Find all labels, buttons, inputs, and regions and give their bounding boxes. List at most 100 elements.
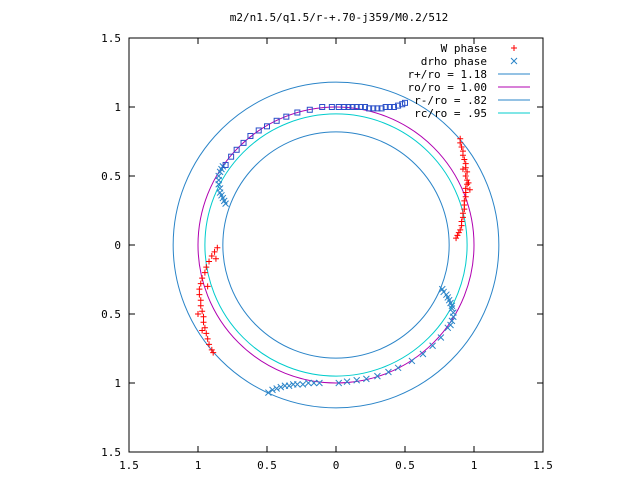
drho-phase-point [448,305,456,312]
square-point [264,123,270,130]
y-tick-label: 1 [114,101,121,114]
w-phase-point [462,173,469,179]
w-phase-point [453,235,460,242]
y-tick-label: 0 [114,239,121,252]
square-point [370,105,377,112]
w-phase-point [464,177,471,184]
drho-phase-point [335,379,343,387]
square-point [335,104,342,110]
w-phase-point [206,258,213,265]
w-phase-point [196,286,203,293]
drho-phase-point [510,57,518,65]
drho-phase-point [316,379,323,387]
square-point [273,117,280,124]
square-point [353,104,360,110]
drho-phase-point [408,357,416,365]
w-phase-point [454,232,461,239]
w-phase-point [200,319,207,326]
y-tick-label: 1 [114,377,121,390]
w-phase-point [201,324,208,331]
x-tick-label: 1.5 [119,459,139,472]
square-point [402,99,408,106]
legend-label: r+/ro = 1.18 [408,68,487,81]
drho-phase-point [363,375,370,383]
y-tick-label: 0.5 [101,308,121,321]
x-tick-label: 1 [195,459,202,472]
square-point [366,105,373,112]
legend-label: drho phase [421,55,487,68]
w-phase-point [462,185,469,192]
x-tick-label: 1.5 [533,459,553,472]
square-point [319,104,326,110]
square-point [306,106,313,113]
drho-phase-point [448,302,456,310]
w-phase-point [199,275,206,282]
square-point [328,104,335,110]
circle-series [172,81,500,409]
w-phase-point [199,327,206,334]
drho-phase-point [294,381,301,388]
drho-phase-point [215,172,223,180]
data-points [195,99,473,397]
x-tick-label: 0 [333,459,340,472]
w-phase-point [208,346,215,353]
w-phase-point [206,341,213,348]
square-point [228,153,235,160]
square-point [386,104,393,110]
square-point [374,105,381,112]
w-phase-point [203,264,210,271]
w-phase-point [464,168,471,175]
y-tick-label: 0.5 [101,170,121,183]
legend-label: W phase [441,42,487,55]
drho-phase-point [269,386,276,394]
w-phase-point [461,197,468,204]
drho-phase-point [419,350,427,358]
w-phase-point [203,330,210,337]
w-phase-point [459,148,466,155]
drho-phase-point [429,342,436,350]
square-point [349,104,356,110]
drho-phase-point [343,378,351,385]
drho-phase-point [277,383,285,391]
drho-phase-point [444,324,452,332]
drho-phase-point [394,364,402,372]
drho-phase-point [265,389,272,397]
drho-phase-point [437,334,445,341]
square-point [341,104,348,110]
w-phase-point [466,186,473,193]
tick-labels: 1.5 1 0.5 0 0.5 1 1.51.510.500.511.5 [101,32,553,472]
square-point [378,105,385,112]
drho-phase-point [273,385,281,392]
drho-phase-point [310,379,318,387]
w-phase-point [197,297,204,304]
drho-phase-point [374,372,381,380]
w-phase-point [200,313,207,320]
square-point [390,104,397,110]
chart-title: m2/n1.5/q1.5/r-+.70-j359/M0.2/512 [230,11,449,24]
drho-phase-point [216,185,224,192]
y-tick-label: 1.5 [101,446,121,459]
square-point [294,109,301,116]
square-point [361,104,368,110]
w-phase-point [214,244,221,251]
circle-series [222,131,450,359]
w-phase-point [458,218,465,225]
w-phase-point [197,302,204,309]
square-point [240,139,247,146]
square-point [283,113,290,120]
drho-phase-point [448,317,456,325]
w-phase-point [457,226,464,233]
circle-series [204,113,468,377]
square-point [247,132,254,139]
reference-circles [172,81,500,409]
legend-label: r-/ro = .82 [414,94,487,107]
square-point [357,104,364,110]
x-tick-label: 0.5 [257,459,277,472]
drho-phase-point [299,381,307,388]
w-phase-point [458,144,465,151]
w-phase-point [197,280,204,287]
w-phase-point [455,229,462,236]
drho-phase-point [305,379,312,387]
